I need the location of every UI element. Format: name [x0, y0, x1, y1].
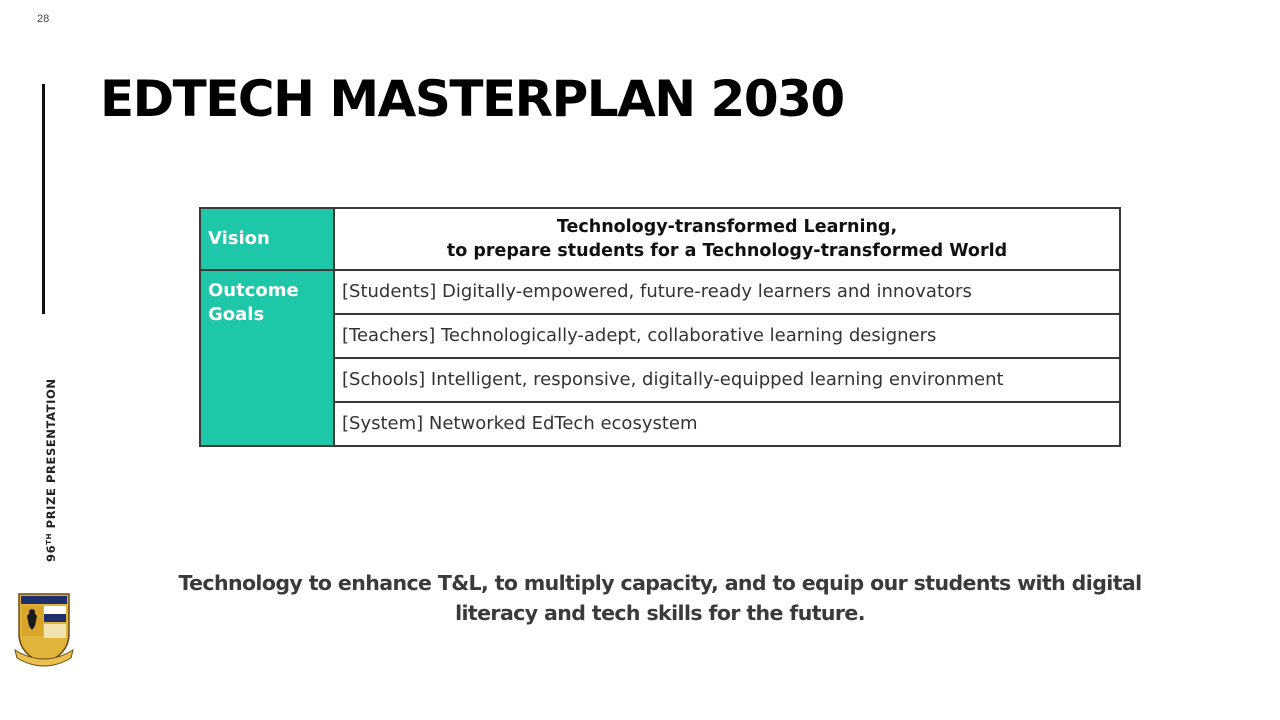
- school-crest-icon: [14, 593, 74, 667]
- vision-label: Vision: [199, 207, 335, 271]
- masterplan-table: Vision Technology-transformed Learning, …: [199, 207, 1121, 447]
- side-label-number: 96: [44, 544, 58, 562]
- goal-schools: [Schools] Intelligent, responsive, digit…: [333, 357, 1121, 403]
- goal-students: [Students] Digitally-empowered, future-r…: [333, 269, 1121, 315]
- vision-line-1: Technology-transformed Learning,: [556, 217, 898, 237]
- vertical-accent-bar: [42, 84, 45, 314]
- page-number: 28: [37, 13, 50, 25]
- goal-system: [System] Networked EdTech ecosystem: [333, 401, 1121, 447]
- vision-row: Vision Technology-transformed Learning, …: [199, 207, 1121, 271]
- vision-statement: Technology-transformed Learning, to prep…: [333, 207, 1121, 271]
- side-label-superscript: TH: [45, 532, 53, 545]
- slide-title: EDTECH MASTERPLAN 2030: [100, 70, 845, 128]
- side-label-text: PRIZE PRESENTATION: [44, 378, 58, 533]
- side-label: 96TH PRIZE PRESENTATION: [44, 378, 58, 562]
- tagline: Technology to enhance T&L, to multiply c…: [160, 568, 1160, 628]
- vision-line-2: to prepare students for a Technology-tra…: [446, 241, 1008, 261]
- table-row: Outcome Goals [Students] Digitally-empow…: [199, 269, 1121, 447]
- tagline-line-1: Technology to enhance T&L, to multiply c…: [178, 571, 1142, 595]
- table-row: [Teachers] Technologically-adept, collab…: [200, 313, 1121, 359]
- table-row: [System] Networked EdTech ecosystem: [200, 401, 1121, 447]
- table-row: [Schools] Intelligent, responsive, digit…: [200, 357, 1121, 403]
- tagline-line-2: literacy and tech skills for the future.: [455, 601, 865, 625]
- outcome-goals-label: Outcome Goals: [199, 269, 335, 447]
- goal-teachers: [Teachers] Technologically-adept, collab…: [333, 313, 1121, 359]
